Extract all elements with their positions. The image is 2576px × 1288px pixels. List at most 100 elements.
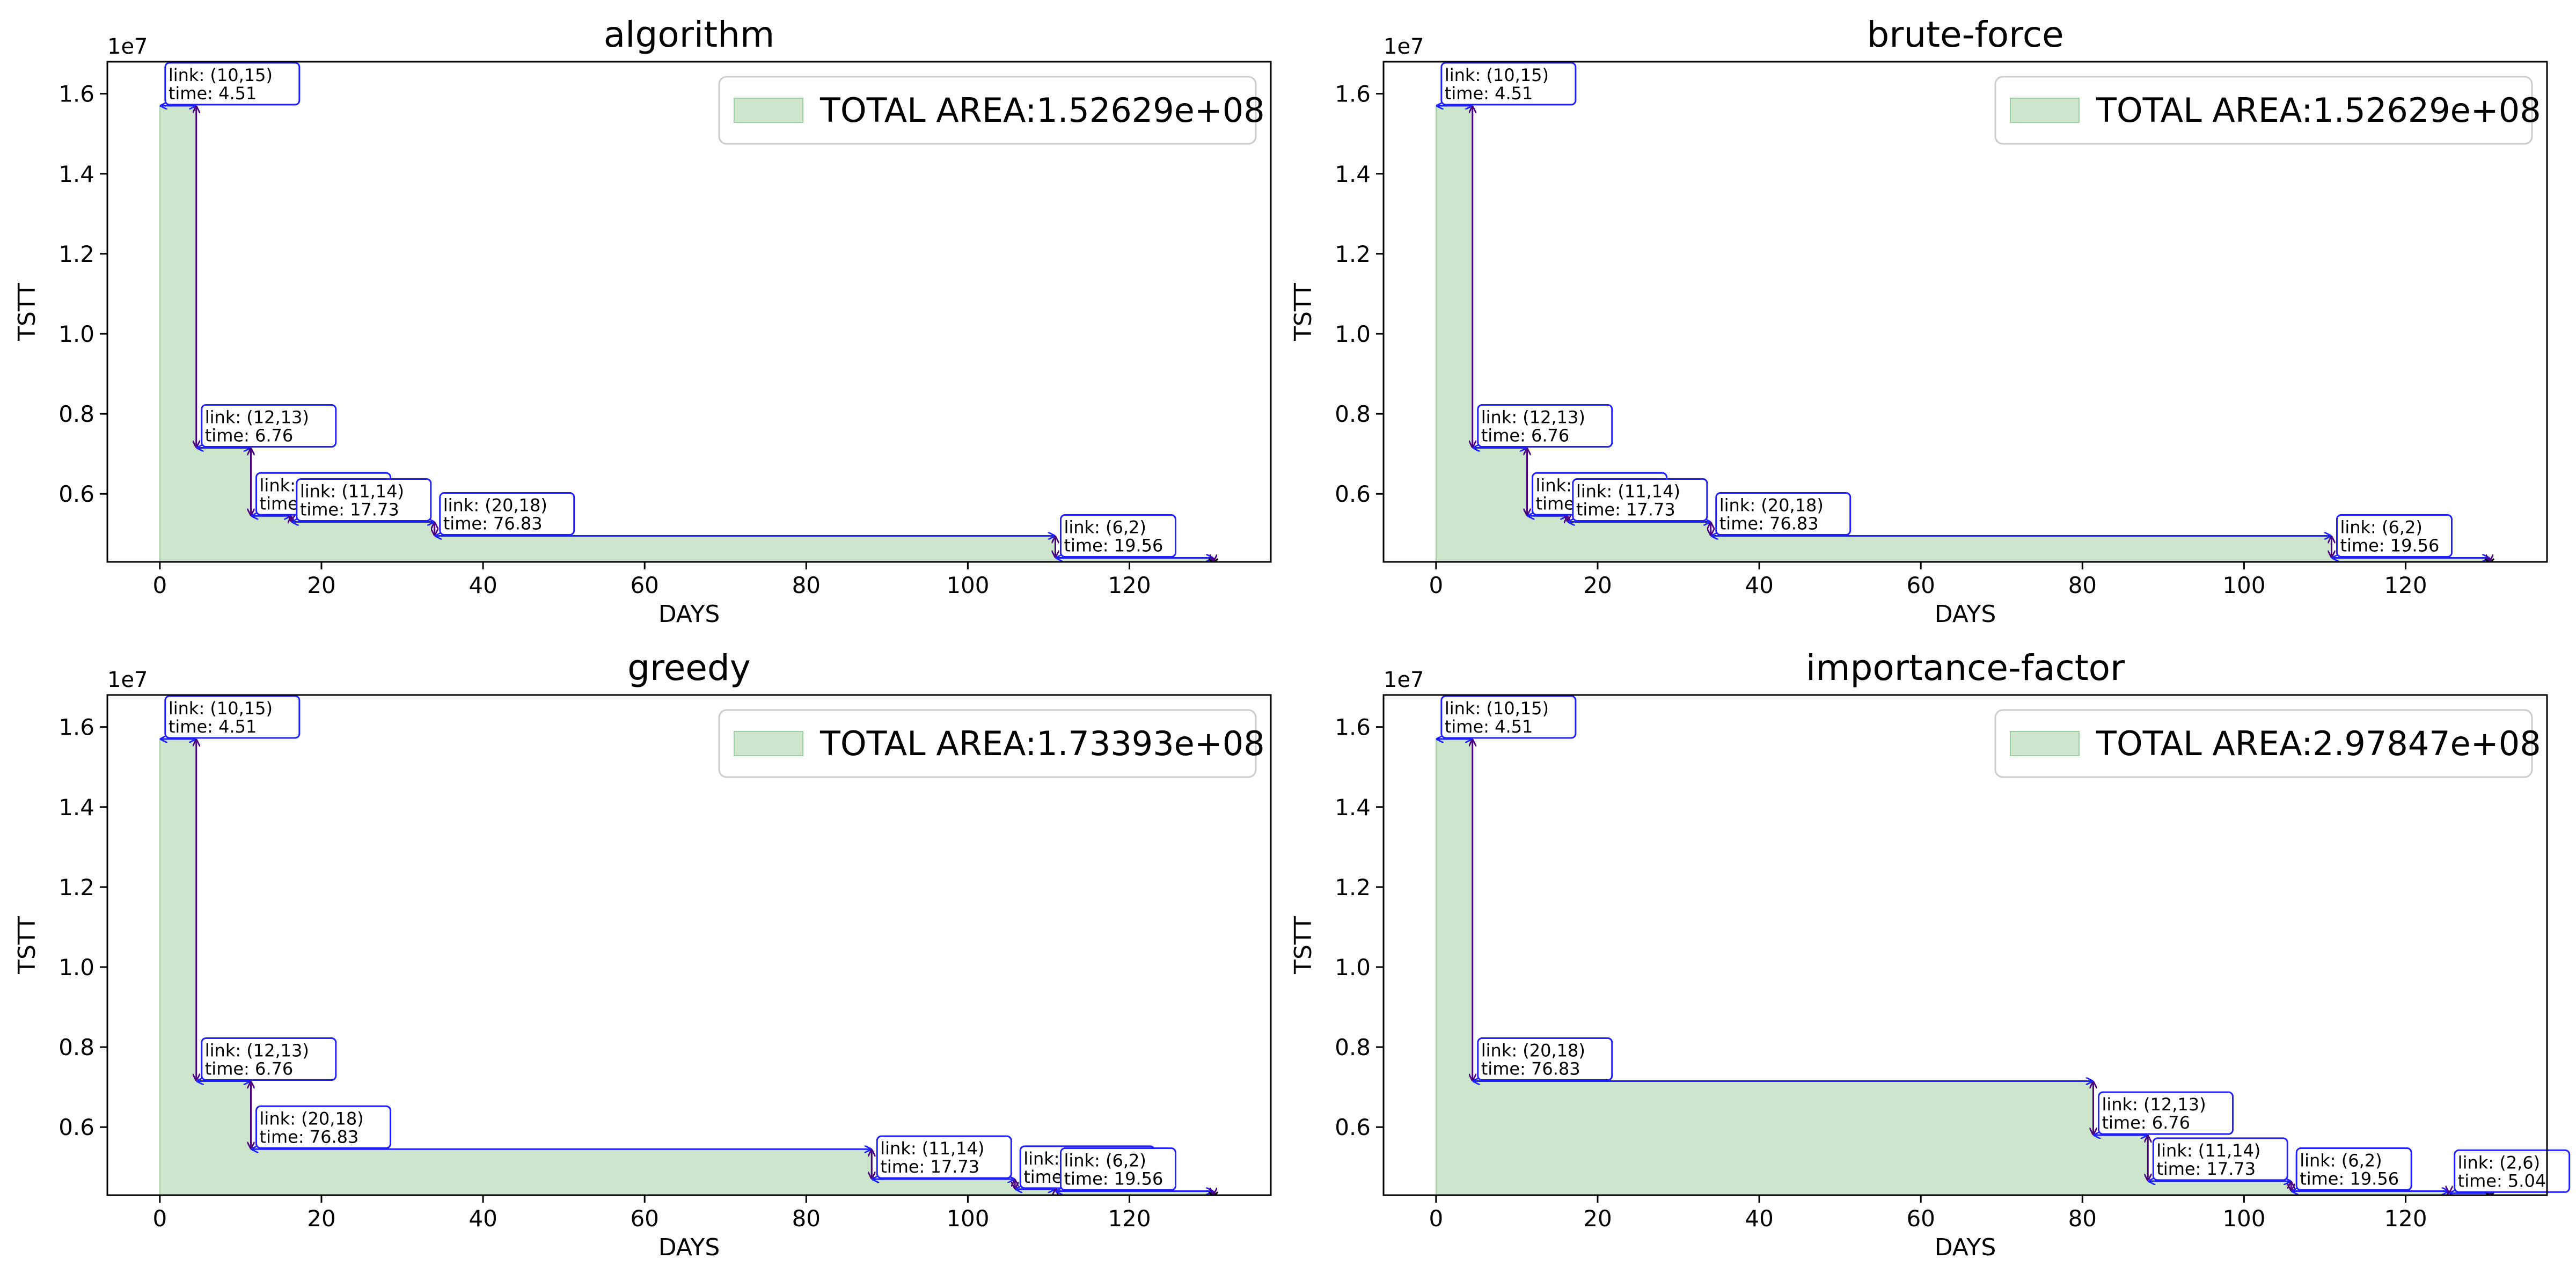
annotation-link: link: (10,15) (169, 698, 273, 719)
annotation-box (1715, 492, 1851, 536)
step-annotation: link: (11,14)time: 17.73 (1572, 478, 1708, 522)
annotation-time: time: 4.51 (169, 83, 257, 104)
x-tick-label: 0 (1429, 1205, 1443, 1232)
annotation-link: link: (12,13) (1481, 407, 1585, 428)
step-annotation: link: (20,18)time: 76.83 (1477, 1037, 1613, 1081)
chart-panel-importance-factor: ✕ link: (10,15)time: 4.51 link: (20,18)tim… (1290, 647, 2571, 1261)
annotation-link: link: (10,15) (1445, 698, 1549, 719)
annotation-box (1572, 478, 1708, 522)
x-tick-label: 0 (1429, 572, 1443, 598)
end-marker: ✕ (1206, 1187, 1221, 1207)
annotation-time: time: 6.76 (205, 426, 294, 446)
step-annotation: link: (11,14)time: 17.73 (2152, 1137, 2288, 1181)
annotation-link: link: (6,2) (2340, 517, 2422, 538)
annotation-link: link: (10,15) (169, 65, 273, 85)
annotation-box (2152, 1137, 2288, 1181)
x-tick-label: 100 (946, 1205, 989, 1232)
x-tick-label: 80 (792, 572, 821, 598)
legend-box (718, 76, 1257, 145)
y-tick-label: 0.8 (1335, 1034, 1371, 1060)
x-tick-label: 100 (946, 572, 989, 598)
x-tick-label: 60 (1906, 572, 1935, 598)
x-tick-label: 120 (2384, 572, 2427, 598)
x-tick-label: 100 (2222, 572, 2265, 598)
annotation-link: link: (11,14) (1576, 481, 1680, 501)
annotation-link: link: (11,14) (300, 481, 404, 501)
plot-area: ✕ (159, 739, 1221, 1207)
x-axis-label: DAYS (658, 601, 720, 628)
x-tick-label: 40 (469, 572, 497, 598)
legend-label: TOTAL AREA:2.97847e+08 (2096, 724, 2541, 763)
step-annotation: link: (6,2)time: 19.56 (2295, 1147, 2412, 1191)
x-tick-label: 120 (2384, 1205, 2427, 1232)
annotation-time: time: 4.51 (169, 716, 257, 737)
x-tick-label: 40 (1745, 572, 1773, 598)
annotation-time: time: 17.73 (300, 499, 399, 519)
y-tick-label: 1.2 (1335, 874, 1371, 901)
x-tick-label: 60 (630, 572, 658, 598)
axes-frame (106, 694, 1272, 1196)
y-tick-label: 0.6 (1335, 481, 1371, 507)
chart-title: algorithm (604, 14, 775, 55)
annotation-link: link: (11,14) (880, 1138, 984, 1159)
y-offset-label: 1e7 (107, 668, 148, 692)
x-tick-label: 100 (2222, 1205, 2265, 1232)
annotation-time: time: 6.76 (1481, 426, 1570, 446)
legend: TOTAL AREA:1.73393e+08 (718, 709, 1265, 778)
x-tick-label: 40 (469, 1205, 497, 1232)
chart-title: importance-factor (1806, 647, 2125, 689)
y-axis-label: TSTT (1290, 283, 1317, 341)
x-tick-label: 60 (1906, 1205, 1935, 1232)
annotation-time: time: 76.83 (260, 1126, 359, 1147)
annotation-box (296, 478, 432, 522)
annotation-time: time: 76.83 (1719, 514, 1819, 534)
legend: TOTAL AREA:2.97847e+08 (1994, 709, 2541, 778)
legend-box (1994, 709, 2533, 778)
end-marker: ✕ (2483, 553, 2497, 574)
y-tick-label: 1.0 (1335, 321, 1371, 347)
legend-label: TOTAL AREA:1.73393e+08 (819, 724, 1265, 763)
chart-panel-algorithm: ✕ link: (10,15)time: 4.51 link: (12,13)tim… (13, 14, 1272, 628)
end-marker: ✕ (1206, 553, 1221, 574)
y-tick-label: 0.8 (58, 401, 94, 427)
x-tick-label: 20 (307, 572, 335, 598)
chart-title: brute-force (1867, 14, 2063, 55)
y-tick-label: 1.6 (1335, 714, 1371, 741)
y-tick-label: 1.4 (1335, 161, 1371, 187)
axes-frame (1382, 694, 2548, 1196)
annotation-link: link: (10,15) (1445, 65, 1549, 85)
y-tick-label: 1.6 (58, 81, 94, 107)
legend-swatch (734, 98, 803, 123)
x-tick-label: 120 (1108, 1205, 1151, 1232)
annotation-box (164, 695, 301, 739)
y-tick-label: 0.6 (58, 1114, 94, 1140)
annotation-box (2097, 1091, 2234, 1135)
x-tick-label: 80 (2068, 572, 2097, 598)
step-annotation: link: (20,18)time: 76.83 (1715, 492, 1851, 536)
y-tick-label: 0.8 (1335, 401, 1371, 427)
y-tick-label: 1.4 (1335, 794, 1371, 821)
step-annotation: link: (10,15)time: 4.51 (1440, 62, 1577, 106)
plot-area: ✕ (159, 106, 1221, 574)
annotation-time: time: 4.51 (1445, 716, 1533, 737)
x-tick-label: 60 (630, 1205, 658, 1232)
legend: TOTAL AREA:1.52629e+08 (1994, 76, 2541, 145)
annotation-time: time: 19.56 (1064, 1169, 1163, 1189)
y-tick-label: 1.0 (1335, 954, 1371, 980)
legend-swatch (734, 731, 803, 756)
y-tick-label: 1.0 (58, 321, 94, 347)
annotation-link: link: (12,13) (2102, 1094, 2206, 1115)
annotation-box (439, 492, 575, 536)
annotation-time: time: 17.73 (880, 1157, 979, 1177)
x-tick-label: 0 (152, 572, 167, 598)
step-annotation: link: (12,13)time: 6.76 (1477, 404, 1613, 448)
y-tick-label: 1.0 (58, 954, 94, 980)
step-annotation: link: (12,13)time: 6.76 (201, 404, 337, 448)
plot-area: ✕ (1435, 739, 2497, 1195)
annotation-link: link: (6,2) (2300, 1151, 2382, 1171)
x-tick-label: 40 (1745, 1205, 1773, 1232)
annotation-link: link: (20,18) (260, 1108, 364, 1129)
y-tick-label: 0.6 (58, 481, 94, 507)
